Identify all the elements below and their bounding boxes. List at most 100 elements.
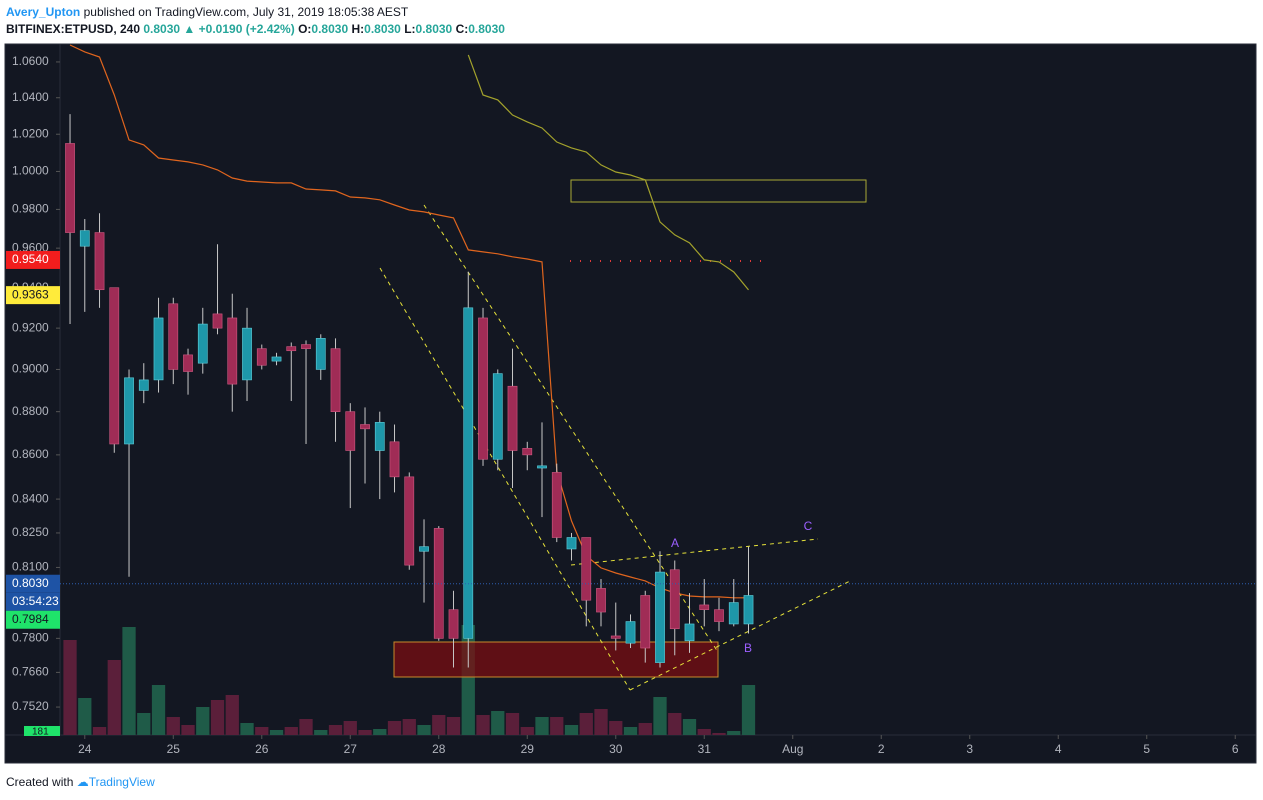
volume-bar [712,733,726,735]
x-tick-label: 31 [698,742,712,756]
volume-bar [520,727,534,735]
y-tick-label: 0.7520 [12,699,49,713]
candle-body [640,595,651,649]
candle-body [596,588,606,613]
x-tick-label: 26 [255,742,269,756]
volume-bar [387,721,402,735]
y-tick-label: 0.9800 [12,202,49,216]
price-label-box [6,610,60,629]
candle-body [419,546,429,552]
volume-bar [668,713,682,735]
y-tick-label: 0.8600 [12,447,49,461]
volume-bar [373,729,387,735]
volume-bar [284,727,298,735]
indicator-lines [69,44,749,599]
legend: BITFINEX:ETPUSD, 240 0.8030 ▲ +0.0190 (+… [6,22,505,36]
y-tick-label: 1.0600 [12,54,49,68]
volume-label: 181 [32,727,49,738]
candle-body [655,571,665,663]
candle-body [669,569,680,630]
wedge-line [570,538,819,566]
candle-body [507,385,518,451]
candle-body [197,323,208,364]
volume-bar [417,725,431,735]
candles [65,114,754,668]
x-tick-label: 25 [167,742,181,756]
brand[interactable]: TradingView [88,775,155,789]
candle-body [109,287,120,445]
volume-bar [564,725,579,735]
wedge-line [629,579,853,691]
y-tick-label: 0.8800 [12,404,49,418]
y-tick-label: 0.9000 [12,362,49,376]
volume-bar [122,627,136,735]
axis-layer: 1.06001.04001.02001.00000.98000.96000.94… [6,54,1255,756]
volume-bar [697,729,711,735]
x-tick-label: 5 [1143,742,1150,756]
y-tick-label: 1.0000 [12,164,49,178]
created: Created with [6,775,74,789]
candle-body [256,348,267,366]
x-tick-label: Aug [782,742,803,756]
volume-bar [476,715,490,735]
published: published on TradingView.com, July 31, 2… [83,5,409,19]
countdown: 03:54:23 [12,594,59,608]
volume-bar [491,711,505,735]
volume-bar [343,721,357,735]
h-value: 0.8030 [364,22,401,36]
candle-body [360,424,370,430]
x-tick-label: 30 [609,742,623,756]
volume-bar [594,709,608,735]
candle-body [168,303,179,370]
chart: A B C 1.0600 1.0400 1.0200 1.0000 0.9800 0.96… [4,43,1257,764]
annotation: B [744,641,752,655]
candle-body [404,476,415,566]
volume-bar [210,700,225,735]
volume-bar [196,707,210,735]
candle-body [728,602,739,625]
volume-bar [623,727,638,735]
candle-body [743,595,754,625]
volume-bar [579,713,593,735]
volume-bar [78,698,92,735]
price-label: 0.9363 [12,287,49,301]
change: +0.0190 (+2.42%) [198,22,295,36]
annotation: C [804,519,813,533]
moving-average [467,54,749,291]
candle-body [374,422,385,451]
volume-bar [682,719,697,735]
candle-body [65,143,75,233]
volume-bar [653,697,667,735]
candle-body [153,317,164,381]
o-label: O: [298,22,312,36]
up-arrow: ▲ [183,22,196,36]
x-tick-label: 3 [966,742,973,756]
volume-bar [63,640,77,735]
x-tick-label: 6 [1232,742,1239,756]
candle-body [212,313,223,329]
candle-body [79,230,90,247]
candle-body [581,537,592,601]
l-value: 0.8030 [415,22,453,36]
annotation: A [671,536,679,550]
y-tick-label: 1.0400 [12,90,49,104]
candle-body [448,609,459,639]
author[interactable]: Avery_Upton [6,5,81,19]
volume-bar [137,713,151,735]
y-tick-label: 0.9200 [12,320,49,334]
volume-bar [240,723,254,735]
volume-bar [741,685,756,735]
o-value: 0.8030 [311,22,349,36]
candle-body [551,472,562,538]
y-tick-label: 0.8100 [12,560,49,574]
candle-body [610,635,621,639]
volume-bar [269,730,284,735]
volume-bar [638,723,652,735]
candle-body [138,379,149,391]
volume-bar [402,719,416,735]
volume-bar [727,731,741,735]
x-tick-label: 27 [344,742,358,756]
support-box [393,641,719,678]
price-label-box [6,250,60,269]
l-label: L: [404,22,416,36]
